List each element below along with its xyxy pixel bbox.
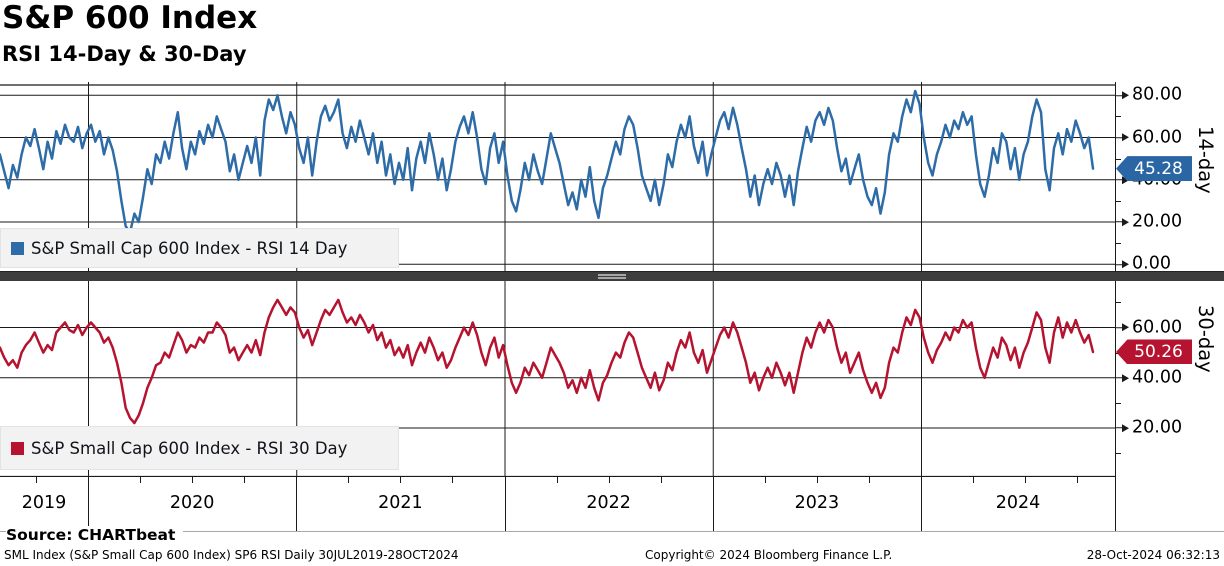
y-tick-0.00: 0.00 <box>1115 255 1171 274</box>
y-tick-20.00: 20.00 <box>1115 213 1182 231</box>
y-minor-tick <box>1115 453 1121 455</box>
year-label-2023: 2023 <box>794 493 840 513</box>
divider-grip-icon[interactable] <box>598 274 626 279</box>
legend-rsi14[interactable]: S&P Small Cap 600 Index - RSI 14 Day <box>0 228 399 268</box>
legend-swatch-rsi14 <box>11 241 24 255</box>
y-minor-tick <box>1115 200 1121 202</box>
series-top-chart <box>0 89 1095 234</box>
quarter-tick <box>348 477 350 483</box>
year-separator <box>296 477 298 531</box>
quarter-tick <box>868 477 870 483</box>
year-label-2019: 2019 <box>21 493 67 513</box>
year-separator <box>88 477 89 531</box>
quarter-tick <box>244 477 246 483</box>
panel-divider[interactable] <box>0 271 1224 281</box>
y-tick-20.00: 20.00 <box>1115 419 1182 437</box>
quarter-tick <box>816 477 818 483</box>
quarter-tick <box>452 477 454 483</box>
quarter-tick <box>192 477 194 483</box>
quarter-tick <box>35 477 37 483</box>
year-label-2022: 2022 <box>586 493 631 513</box>
axis-name-30day: 30-day <box>1194 305 1217 373</box>
series-bottom-chart <box>0 298 1095 425</box>
footer-timestamp: 28-Oct-2024 06:32:13 <box>1086 548 1220 562</box>
y-minor-tick <box>1115 243 1121 245</box>
x-axis-strip: 2019 2020 2021 2022 2023 2024 <box>0 477 1224 532</box>
quarter-tick <box>973 477 975 483</box>
axis-name-14day: 14-day <box>1194 126 1217 194</box>
last-value-badge-rsi14: 45.28 <box>1116 156 1192 182</box>
quarter-tick <box>140 477 142 483</box>
y-minor-tick <box>1115 402 1121 404</box>
y-minor-tick <box>1115 302 1121 304</box>
quarter-tick <box>660 477 662 483</box>
y-tick-40.00: 40.00 <box>1115 368 1182 387</box>
quarter-tick <box>764 477 766 483</box>
y-tick-80.00: 80.00 <box>1115 86 1182 105</box>
footer-security-description: SML Index (S&P Small Cap 600 Index) SP6 … <box>4 548 459 562</box>
year-label-2021: 2021 <box>378 493 423 513</box>
page-title: S&P 600 Index <box>2 0 258 36</box>
quarter-tick <box>556 477 558 483</box>
y-tick-60.00: 60.00 <box>1115 318 1182 337</box>
legend-swatch-rsi30 <box>11 441 24 455</box>
year-separator <box>712 477 714 531</box>
y-minor-tick <box>1115 116 1121 118</box>
legend-label-rsi14: S&P Small Cap 600 Index - RSI 14 Day <box>31 238 348 258</box>
y-tick-60.00: 60.00 <box>1115 128 1182 147</box>
page-subtitle: RSI 14-Day & 30-Day <box>2 42 247 66</box>
quarter-tick <box>400 477 402 483</box>
year-separator <box>504 477 506 531</box>
year-label-2020: 2020 <box>169 493 215 513</box>
year-label-2024: 2024 <box>995 493 1041 513</box>
quarter-tick <box>1025 477 1027 483</box>
year-separator <box>921 477 922 531</box>
quarter-tick <box>1077 477 1079 483</box>
legend-rsi30[interactable]: S&P Small Cap 600 Index - RSI 30 Day <box>0 426 399 470</box>
source-label: Source: CHARTbeat <box>6 526 184 544</box>
y-minor-tick <box>1115 158 1121 160</box>
footer-copyright: Copyright© 2024 Bloomberg Finance L.P. <box>645 548 893 562</box>
legend-label-rsi30: S&P Small Cap 600 Index - RSI 30 Day <box>31 438 348 458</box>
right-axis-line <box>1115 82 1116 531</box>
quarter-tick <box>608 477 610 483</box>
last-value-badge-rsi30: 50.26 <box>1116 339 1192 365</box>
